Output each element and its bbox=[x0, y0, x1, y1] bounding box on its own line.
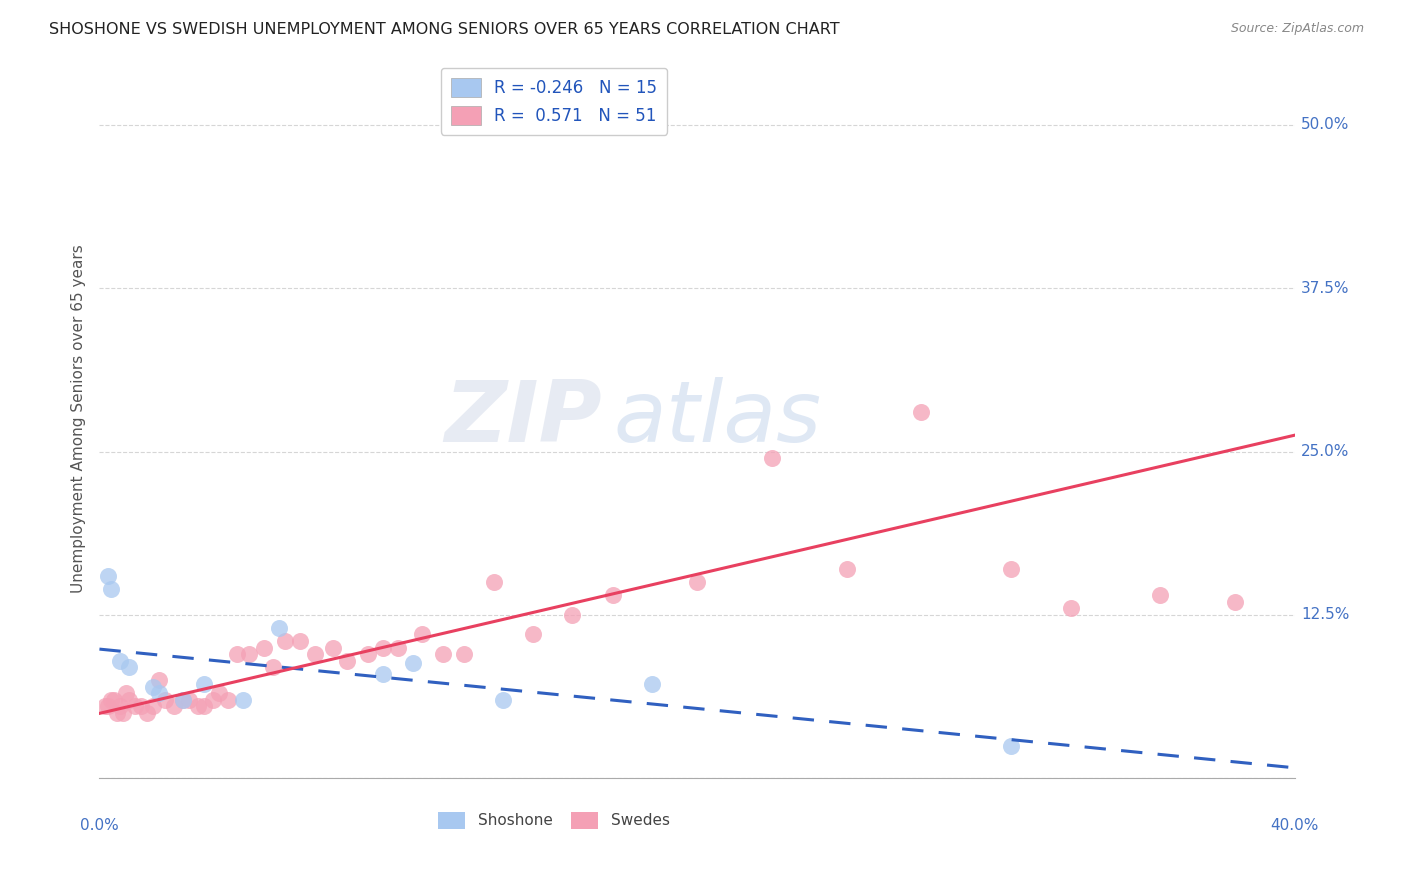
Point bbox=[103, 693, 125, 707]
Point bbox=[453, 647, 475, 661]
Point bbox=[910, 405, 932, 419]
Point bbox=[1149, 588, 1171, 602]
Point bbox=[1223, 595, 1246, 609]
Legend: Shoshone, Swedes: Shoshone, Swedes bbox=[432, 805, 676, 835]
Point bbox=[336, 654, 359, 668]
Point bbox=[110, 699, 132, 714]
Point bbox=[602, 588, 624, 602]
Point bbox=[432, 647, 454, 661]
Point bbox=[177, 693, 200, 707]
Point bbox=[208, 686, 231, 700]
Point bbox=[110, 654, 132, 668]
Text: 12.5%: 12.5% bbox=[1301, 607, 1350, 623]
Point bbox=[288, 634, 311, 648]
Point bbox=[492, 693, 515, 707]
Point bbox=[115, 686, 138, 700]
Point bbox=[411, 627, 433, 641]
Point bbox=[522, 627, 544, 641]
Point bbox=[686, 575, 709, 590]
Point bbox=[217, 693, 239, 707]
Point bbox=[225, 647, 247, 661]
Point bbox=[304, 647, 326, 661]
Point bbox=[193, 677, 215, 691]
Point bbox=[1000, 739, 1022, 753]
Point bbox=[357, 647, 380, 661]
Point bbox=[148, 686, 170, 700]
Point bbox=[274, 634, 297, 648]
Point bbox=[193, 699, 215, 714]
Text: Source: ZipAtlas.com: Source: ZipAtlas.com bbox=[1230, 22, 1364, 36]
Point bbox=[97, 568, 120, 582]
Text: 0.0%: 0.0% bbox=[80, 818, 120, 833]
Point bbox=[373, 666, 395, 681]
Point bbox=[112, 706, 135, 720]
Point bbox=[238, 647, 260, 661]
Point bbox=[105, 706, 128, 720]
Point bbox=[387, 640, 409, 655]
Point bbox=[835, 562, 858, 576]
Point bbox=[172, 693, 194, 707]
Point bbox=[267, 621, 290, 635]
Point bbox=[232, 693, 254, 707]
Point bbox=[124, 699, 146, 714]
Point bbox=[373, 640, 395, 655]
Point bbox=[148, 673, 170, 688]
Point bbox=[201, 693, 224, 707]
Text: atlas: atlas bbox=[613, 377, 821, 460]
Point bbox=[129, 699, 152, 714]
Text: ZIP: ZIP bbox=[444, 377, 602, 460]
Text: SHOSHONE VS SWEDISH UNEMPLOYMENT AMONG SENIORS OVER 65 YEARS CORRELATION CHART: SHOSHONE VS SWEDISH UNEMPLOYMENT AMONG S… bbox=[49, 22, 839, 37]
Point bbox=[761, 451, 783, 466]
Point bbox=[1060, 601, 1083, 615]
Y-axis label: Unemployment Among Seniors over 65 years: Unemployment Among Seniors over 65 years bbox=[72, 244, 86, 593]
Text: 40.0%: 40.0% bbox=[1271, 818, 1319, 833]
Point bbox=[322, 640, 344, 655]
Point bbox=[1000, 562, 1022, 576]
Point bbox=[100, 693, 122, 707]
Point bbox=[118, 693, 141, 707]
Point bbox=[136, 706, 159, 720]
Text: 37.5%: 37.5% bbox=[1301, 281, 1350, 296]
Point bbox=[561, 607, 583, 622]
Point bbox=[142, 680, 165, 694]
Point bbox=[163, 699, 186, 714]
Point bbox=[262, 660, 284, 674]
Text: 50.0%: 50.0% bbox=[1301, 118, 1350, 132]
Point bbox=[97, 699, 120, 714]
Point bbox=[153, 693, 176, 707]
Point bbox=[118, 660, 141, 674]
Point bbox=[482, 575, 505, 590]
Point bbox=[100, 582, 122, 596]
Point bbox=[253, 640, 276, 655]
Point bbox=[641, 677, 664, 691]
Point bbox=[187, 699, 209, 714]
Point bbox=[172, 693, 194, 707]
Point bbox=[142, 699, 165, 714]
Point bbox=[402, 657, 425, 671]
Point bbox=[94, 699, 117, 714]
Text: 25.0%: 25.0% bbox=[1301, 444, 1350, 459]
